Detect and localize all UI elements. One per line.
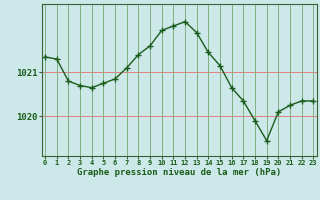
X-axis label: Graphe pression niveau de la mer (hPa): Graphe pression niveau de la mer (hPa) (77, 168, 281, 177)
